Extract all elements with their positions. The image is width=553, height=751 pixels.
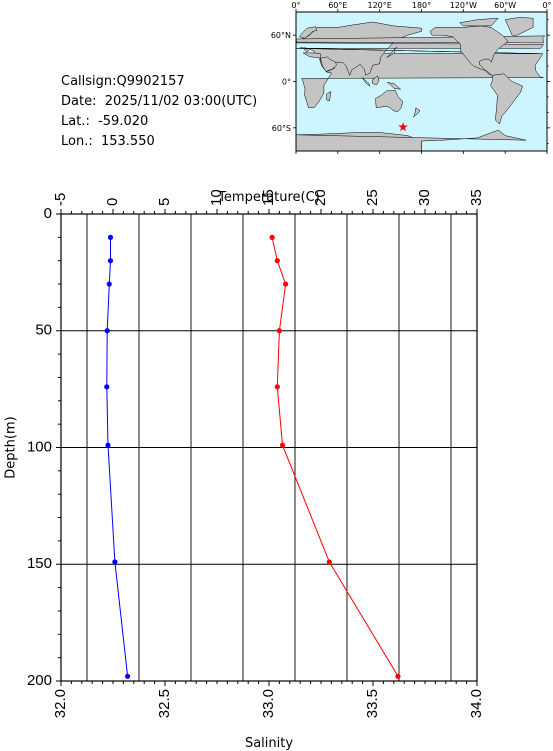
- top-tick-label: 5: [156, 198, 173, 206]
- arabia-shape: [320, 56, 337, 72]
- left-tick-label: 150: [27, 555, 52, 572]
- map-lon-label: 60°E: [328, 1, 347, 10]
- bottom-axis-label: Salinity: [245, 736, 293, 751]
- left-axis-label: Depth(m): [4, 416, 19, 478]
- data-point: [106, 281, 112, 287]
- greenland-shape: [504, 17, 534, 36]
- chart-grid: [61, 214, 477, 681]
- data-point: [104, 384, 110, 390]
- japan-shape: [386, 47, 398, 58]
- map-lon-label: 120°E: [368, 1, 392, 10]
- station-star-marker: [398, 122, 408, 132]
- bottom-axis-ticks: [60, 681, 478, 686]
- map-lon-label: 180°: [412, 1, 431, 10]
- data-point: [105, 442, 111, 448]
- salinity-series: [104, 234, 131, 679]
- longitude-text: Lon.: 153.550: [61, 134, 155, 149]
- sumatra-shape: [361, 77, 371, 87]
- series-line: [271, 237, 399, 677]
- series-line: [106, 237, 129, 677]
- top-axis-ticks: [60, 209, 478, 214]
- top-tick-label: 15: [260, 189, 277, 206]
- bottom-tick-label: 32.0: [52, 689, 69, 718]
- data-point: [395, 673, 401, 679]
- left-tick-label: 0: [44, 205, 52, 222]
- data-point: [112, 559, 118, 565]
- map-lat-label: 0°: [282, 78, 291, 87]
- data-point: [276, 328, 282, 334]
- top-tick-label: 0: [104, 198, 121, 206]
- top-tick-label: 30: [416, 189, 433, 206]
- map-lon-label: 0°: [291, 1, 300, 10]
- data-point: [124, 673, 131, 679]
- antarctica-shape: [296, 129, 527, 151]
- map-lon-label: 120°W: [450, 1, 477, 10]
- top-axis-label: Temperature(C): [217, 190, 320, 205]
- new-guinea-shape: [387, 82, 402, 90]
- bottom-tick-label: 33.0: [260, 689, 277, 718]
- map-lon-label: 60°W: [494, 1, 516, 10]
- bottom-tick-label: 33.5: [364, 689, 381, 718]
- latitude-text: Lat.: -59.020: [61, 114, 149, 129]
- top-tick-label: -5: [52, 193, 69, 206]
- callsign-text: Callsign:Q9902157: [61, 74, 185, 89]
- data-point: [283, 281, 289, 287]
- data-point: [274, 258, 280, 264]
- madagascar-shape: [326, 91, 332, 102]
- data-point: [104, 328, 110, 334]
- arctic-islands-shape: [459, 17, 499, 27]
- data-point: [274, 384, 280, 390]
- eurasia-shape: [296, 21, 544, 76]
- north-america-shape: [429, 25, 509, 76]
- top-tick-label: 35: [468, 189, 485, 206]
- data-point: [279, 442, 286, 448]
- data-point: [326, 559, 332, 565]
- map-lon-label: 0°: [542, 1, 551, 10]
- map-land: [296, 17, 546, 151]
- left-tick-label: 200: [27, 672, 52, 689]
- scandinavia-shape: [299, 26, 318, 39]
- australia-shape: [375, 89, 403, 112]
- bottom-tick-label: 34.0: [468, 689, 485, 718]
- station-info: Callsign:Q9902157 Date: 2025/11/02 03:00…: [61, 72, 257, 152]
- borneo-shape: [371, 75, 380, 85]
- top-tick-label: 25: [364, 189, 381, 206]
- data-point: [107, 234, 114, 240]
- left-tick-label: 50: [35, 322, 52, 339]
- left-tick-label: 100: [27, 438, 52, 455]
- map-lat-label: 60°N: [271, 31, 291, 40]
- date-text: Date: 2025/11/02 03:00(UTC): [61, 94, 258, 109]
- top-tick-label: 10: [208, 189, 225, 206]
- top-tick-label: 20: [312, 189, 329, 206]
- left-axis-ticks: [56, 213, 61, 682]
- map-lat-label: 60°S: [272, 124, 291, 133]
- data-point: [269, 234, 275, 240]
- bottom-tick-label: 32.5: [156, 689, 173, 718]
- south-america-shape: [490, 73, 523, 125]
- new-zealand-shape: [412, 107, 421, 118]
- temperature-series: [269, 234, 401, 679]
- data-point: [107, 258, 114, 264]
